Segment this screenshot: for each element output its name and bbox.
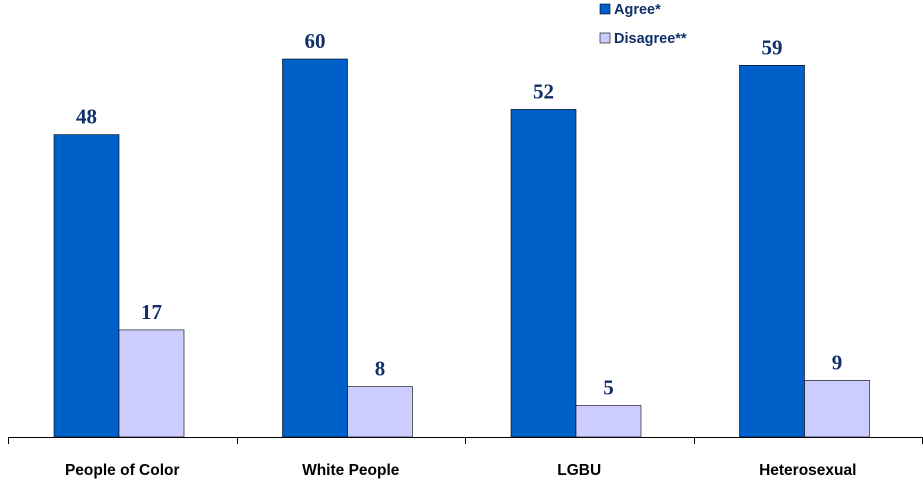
agree-bar: [282, 58, 348, 438]
data-label: 48: [76, 105, 97, 129]
data-label: 52: [533, 79, 554, 103]
disagree-bar: [118, 329, 185, 438]
data-label: 8: [375, 357, 386, 381]
disagree-bar: [804, 379, 870, 438]
data-label: 17: [141, 300, 162, 324]
category-label: Heterosexual: [759, 462, 856, 479]
agree-bar: [53, 134, 120, 438]
data-label: 9: [832, 350, 843, 374]
plot-area: 48 17 People of Color 60 8 White People 52 5 LGB…: [8, 29, 923, 479]
legend-label-disagree: Disagree**: [614, 31, 687, 47]
data-label: 5: [603, 376, 614, 400]
legend-label-agree: Agree*: [614, 2, 661, 18]
agree-bar: [739, 65, 805, 438]
legend: Agree* Disagree**: [599, 2, 687, 47]
category-label: LGBU: [557, 462, 601, 479]
disagree-bar: [347, 386, 413, 438]
disagree-bar: [575, 405, 642, 438]
data-label: 60: [305, 29, 326, 53]
category-label: People of Color: [65, 462, 180, 479]
legend-swatch-agree: [599, 3, 611, 15]
category-label: White People: [302, 462, 400, 479]
data-label: 59: [762, 35, 783, 59]
agree-bar: [510, 109, 577, 438]
legend-swatch-disagree: [599, 32, 611, 44]
